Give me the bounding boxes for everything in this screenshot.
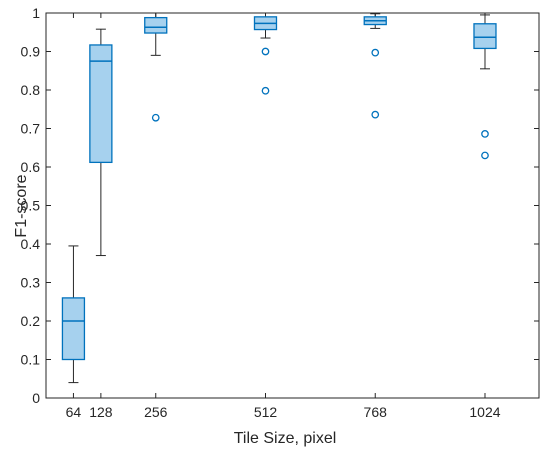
y-tick-label: 0 — [32, 390, 40, 406]
x-tick-label: 256 — [144, 404, 168, 420]
axes-frame — [45, 12, 540, 399]
y-tick-label: 0.1 — [21, 352, 41, 368]
y-tick-label: 0.4 — [21, 236, 41, 252]
outlier-point — [371, 48, 380, 57]
y-tick-label: 1 — [32, 5, 40, 21]
outlier-point — [481, 130, 489, 138]
y-tick-label: 0.3 — [21, 275, 41, 291]
outlier-point — [261, 86, 270, 95]
plot-area: 0 0.1 0.2 0.3 0.4 0.5 0.6 0.7 0.8 0.9 1 64 128 256 512… — [21, 5, 540, 420]
x-tick-label: 768 — [364, 404, 388, 420]
y-tick-label: 0.9 — [21, 44, 41, 60]
box-256 — [144, 16, 168, 34]
box-1024 — [473, 23, 497, 50]
outlier-point — [481, 151, 489, 160]
x-tick-label: 128 — [89, 404, 113, 420]
outlier-point — [151, 113, 160, 122]
y-tick-label: 0.8 — [21, 82, 41, 98]
y-tick-label: 0.6 — [21, 159, 41, 175]
y-tick-label: 0.5 — [21, 198, 41, 214]
outlier-point — [261, 47, 270, 56]
y-tick-label: 0.2 — [21, 313, 41, 329]
x-axis-label: Tile Size, pixel — [234, 430, 337, 447]
y-tick-label: 0.7 — [21, 121, 41, 137]
x-tick-label: 1024 — [469, 404, 500, 420]
y-axis-label: F1-score — [13, 174, 30, 237]
x-tick-label: 64 — [66, 404, 82, 420]
outlier-point — [371, 110, 380, 119]
x-tick-label: 512 — [254, 404, 278, 420]
box-128 — [89, 44, 113, 164]
box-64 — [61, 297, 86, 361]
